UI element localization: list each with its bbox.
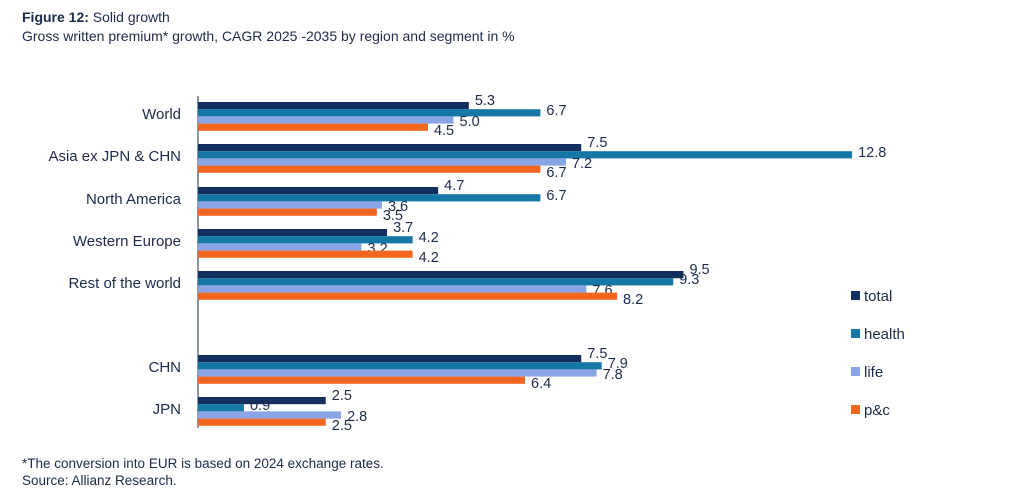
legend-label-health: health xyxy=(864,326,905,343)
category-label: JPN xyxy=(153,401,181,418)
bar-health xyxy=(198,236,413,244)
bar-health xyxy=(198,404,244,412)
bar-pandc xyxy=(198,376,526,384)
category-label: North America xyxy=(86,191,182,208)
bar-total xyxy=(198,102,469,110)
bar-pandc xyxy=(198,418,326,426)
bar-life xyxy=(198,201,382,209)
bar-life xyxy=(198,411,342,419)
data-label: 2.5 xyxy=(332,388,352,404)
source-note: Source: Allianz Research. xyxy=(22,473,177,488)
bar-health xyxy=(198,109,541,117)
category-label: Asia ex JPN & CHN xyxy=(48,148,181,165)
bar-total xyxy=(198,187,439,195)
data-label: 6.7 xyxy=(546,165,566,181)
data-label: 0.9 xyxy=(250,398,270,414)
bar-total xyxy=(198,397,326,405)
bar-pandc xyxy=(198,292,618,300)
legend-swatch-total xyxy=(851,291,860,300)
legend-label-life: life xyxy=(864,364,883,381)
bar-health xyxy=(198,151,853,159)
category-label: Rest of the world xyxy=(68,275,181,292)
data-label: 5.0 xyxy=(460,114,480,130)
data-label: 5.3 xyxy=(475,93,495,109)
legend-swatch-health xyxy=(851,329,860,338)
data-label: 4.7 xyxy=(444,178,464,194)
bar-life xyxy=(198,369,597,377)
data-label: 3.6 xyxy=(388,199,408,215)
category-label: World xyxy=(142,106,181,123)
footnote: *The conversion into EUR is based on 202… xyxy=(22,456,384,471)
legend-label-total: total xyxy=(864,288,892,305)
figure-title-text: Solid growth xyxy=(92,9,170,25)
data-label: 4.2 xyxy=(419,250,439,266)
figure-title: Figure 12: Solid growth xyxy=(22,9,170,25)
data-label: 4.5 xyxy=(434,123,454,139)
bar-life xyxy=(198,158,566,166)
data-label: 7.8 xyxy=(603,367,623,383)
data-label: 6.4 xyxy=(531,376,551,392)
data-label: 7.5 xyxy=(587,135,607,151)
bar-total xyxy=(198,271,684,279)
bar-health xyxy=(198,278,674,286)
bar-life xyxy=(198,243,362,251)
data-label: 9.5 xyxy=(689,262,709,278)
data-label: 2.5 xyxy=(332,418,352,434)
data-label: 6.7 xyxy=(546,188,566,204)
legend-swatch-pandc xyxy=(851,405,860,414)
category-label: Western Europe xyxy=(73,233,181,250)
data-label: 4.2 xyxy=(419,230,439,246)
chart-subtitle: Gross written premium* growth, CAGR 2025… xyxy=(22,28,515,44)
bar-health xyxy=(198,194,541,202)
bar-total xyxy=(198,144,582,152)
bar-life xyxy=(198,285,587,293)
data-label: 8.2 xyxy=(623,292,643,308)
bar-pandc xyxy=(198,208,377,216)
figure-label: Figure 12: xyxy=(22,9,89,25)
bar-health xyxy=(198,362,602,370)
data-label: 12.8 xyxy=(858,145,886,161)
category-label: CHN xyxy=(149,359,182,376)
bar-pandc xyxy=(198,250,413,258)
data-label: 7.2 xyxy=(572,156,592,172)
bar-total xyxy=(198,355,582,363)
data-label: 9.3 xyxy=(679,272,699,288)
data-label: 6.7 xyxy=(546,103,566,119)
legend-label-pandc: p&c xyxy=(864,402,890,419)
bar-life xyxy=(198,116,454,124)
data-label: 7.5 xyxy=(587,346,607,362)
data-label: 7.9 xyxy=(608,356,628,372)
bar-pandc xyxy=(198,165,541,173)
data-label: 3.7 xyxy=(393,220,413,236)
legend-swatch-life xyxy=(851,367,860,376)
data-label: 2.8 xyxy=(347,409,367,425)
data-label: 3.5 xyxy=(383,208,403,224)
bar-pandc xyxy=(198,123,428,131)
bar-total xyxy=(198,229,388,237)
